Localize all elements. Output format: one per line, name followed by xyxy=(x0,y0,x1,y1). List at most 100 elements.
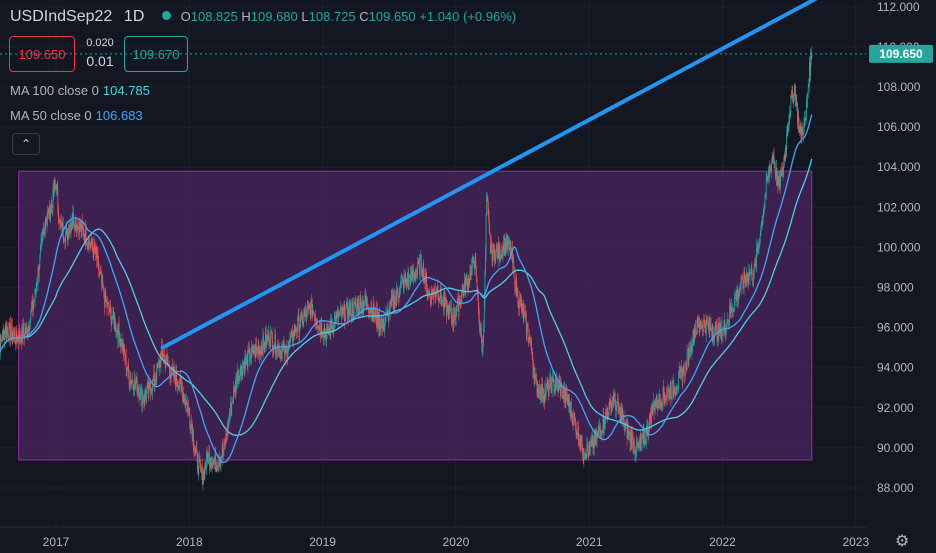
trendline[interactable] xyxy=(160,0,818,350)
candle-body xyxy=(500,256,502,257)
buy-button[interactable]: 109.670 xyxy=(124,36,188,72)
candle-body xyxy=(58,218,60,223)
sell-button[interactable]: 109.650 xyxy=(9,36,75,72)
candle-body xyxy=(306,308,308,319)
candle-body xyxy=(534,374,536,376)
candle-body xyxy=(720,323,722,334)
candle-body xyxy=(39,254,41,268)
candle-body xyxy=(291,330,293,332)
price-tick-label: 96.000 xyxy=(877,321,914,335)
candle-body xyxy=(711,332,713,337)
candle-body xyxy=(482,346,483,353)
candle-body xyxy=(625,422,627,424)
candle-body xyxy=(709,319,711,331)
candle-body xyxy=(411,270,413,279)
candle-body xyxy=(621,410,623,419)
candle-body xyxy=(740,280,742,290)
candle-body xyxy=(632,437,634,452)
candle-body xyxy=(725,329,726,333)
candle-body xyxy=(496,247,498,251)
candle-body xyxy=(203,470,205,479)
candle-body xyxy=(684,362,686,377)
candle-body xyxy=(309,307,311,309)
symbol-name[interactable]: USDIndSep22 xyxy=(10,8,113,25)
candle-body xyxy=(76,224,78,231)
candle-body xyxy=(654,408,656,412)
candle-body xyxy=(764,203,765,209)
candle-body xyxy=(227,421,229,428)
candle-body xyxy=(209,462,211,467)
candle-body xyxy=(65,228,67,234)
candle-body xyxy=(811,53,813,58)
candle-body xyxy=(597,432,599,434)
candle-body xyxy=(457,296,459,300)
candle-body xyxy=(253,353,255,354)
gear-icon[interactable]: ⚙ xyxy=(895,533,910,550)
candle-body xyxy=(248,349,250,353)
candle-body xyxy=(461,295,462,303)
candle-body xyxy=(529,337,531,341)
candle-body xyxy=(793,96,795,102)
candle-body xyxy=(801,127,803,130)
candle-body xyxy=(221,456,222,458)
candle-body xyxy=(684,375,686,377)
candle-body xyxy=(451,315,453,318)
candle-body xyxy=(362,301,363,310)
candle-body xyxy=(9,323,11,325)
candle-body xyxy=(28,325,30,330)
candle-body xyxy=(339,307,341,311)
candle-body xyxy=(651,405,653,413)
candle-body xyxy=(521,303,522,312)
candle-body xyxy=(588,450,590,456)
collapse-legend-button[interactable]: ⌃ xyxy=(12,133,40,155)
candle-body xyxy=(580,441,582,447)
candle-body xyxy=(467,280,468,290)
candle-body xyxy=(484,271,486,302)
candle-body xyxy=(136,377,138,393)
price-tick-label: 92.000 xyxy=(877,401,914,415)
candle-body xyxy=(746,273,747,280)
candle-body xyxy=(633,441,635,452)
candle-body xyxy=(244,357,246,373)
candle-body xyxy=(464,280,466,295)
candle-body xyxy=(492,252,494,261)
candle-body xyxy=(454,315,456,320)
candle-body xyxy=(689,355,691,358)
candle-body xyxy=(744,279,746,281)
timeframe[interactable]: 1D xyxy=(123,8,145,25)
candle-body xyxy=(124,353,126,361)
candle-body xyxy=(177,384,179,386)
candle-body xyxy=(376,321,378,325)
candle-body xyxy=(325,331,327,340)
ma50-legend[interactable]: MA 50 close 0 106.683 xyxy=(10,108,143,123)
candle-body xyxy=(22,326,23,339)
candle-body xyxy=(100,273,102,275)
candle-body xyxy=(89,243,91,247)
candle-body xyxy=(807,93,809,102)
candle-body xyxy=(66,228,68,240)
candle-body xyxy=(516,279,518,297)
candle-body xyxy=(335,312,337,324)
candle-body xyxy=(127,364,129,371)
candle-body xyxy=(219,460,221,466)
candle-body xyxy=(18,339,20,343)
candle-body xyxy=(682,372,684,382)
candle-body xyxy=(369,309,371,313)
candle-body xyxy=(745,279,747,281)
candle-body xyxy=(576,432,578,435)
candle-body xyxy=(44,229,46,235)
candle-body xyxy=(603,426,605,428)
candle-body xyxy=(233,389,234,403)
candle-body xyxy=(537,388,539,395)
candle-body xyxy=(639,444,641,446)
candle-body xyxy=(368,308,369,313)
candle-body xyxy=(88,239,90,249)
candle-body xyxy=(152,379,154,381)
candle-body xyxy=(20,337,22,343)
quantity-value[interactable]: 0.01 xyxy=(86,53,114,69)
candle-body xyxy=(287,349,289,355)
range-box[interactable] xyxy=(18,170,813,461)
ma100-legend[interactable]: MA 100 close 0 104.785 xyxy=(10,83,150,98)
candle-body xyxy=(546,384,548,386)
